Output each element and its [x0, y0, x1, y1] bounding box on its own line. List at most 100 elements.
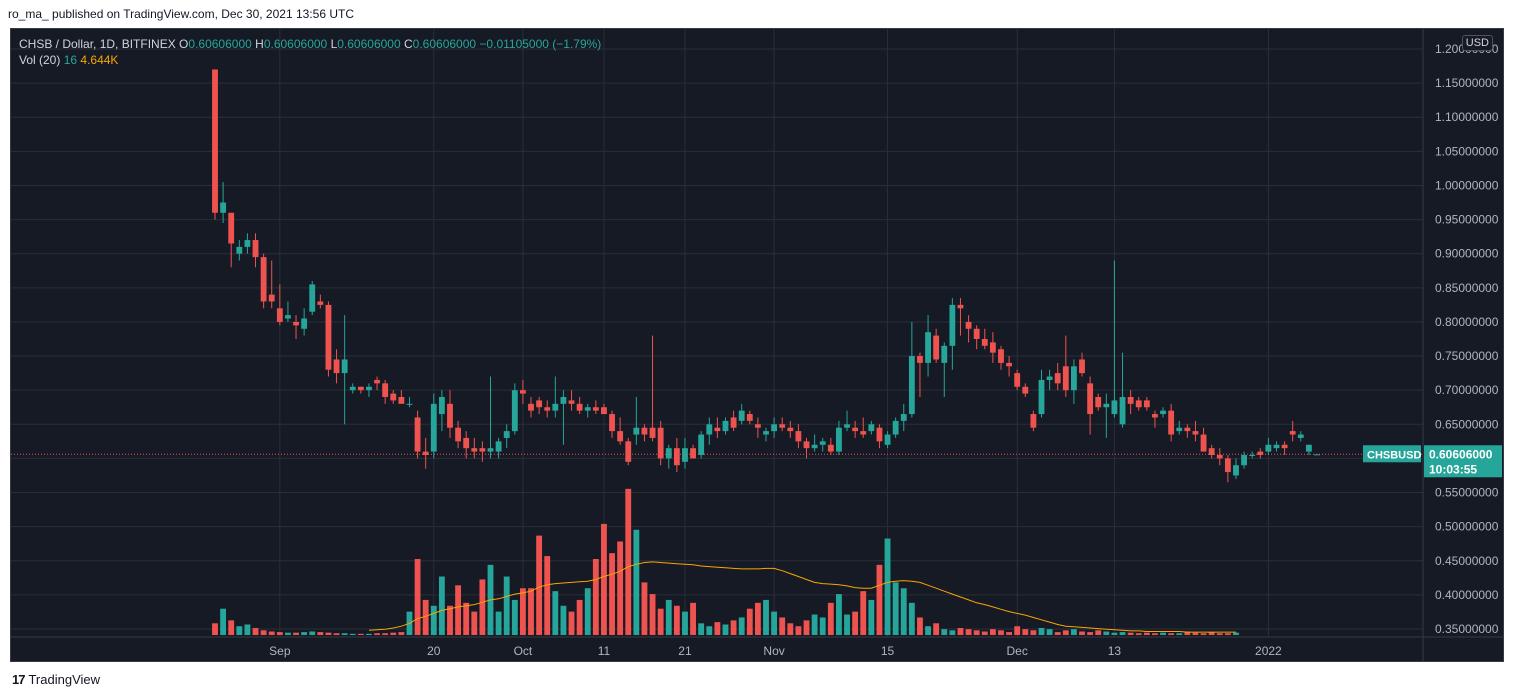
volume-bar [220, 608, 227, 635]
candle-body [455, 427, 462, 442]
candle-body [317, 301, 324, 305]
volume-bar [1006, 632, 1013, 635]
candle [1216, 448, 1223, 466]
candle-body [1281, 444, 1288, 449]
volume-bar [357, 633, 364, 635]
candle [1224, 455, 1231, 483]
ticker-tag-text: CHSBUSD [1367, 449, 1421, 461]
volume-bar [1127, 632, 1134, 635]
candle-body [560, 397, 567, 404]
candle [925, 315, 931, 377]
candle [771, 417, 778, 438]
publish-header: ro_ma_ published on TradingView.com, Dec… [8, 0, 354, 28]
candle [228, 212, 235, 268]
volume-bar [382, 633, 389, 635]
candlestick-chart[interactable]: 1.200000001.150000001.100000001.05000000… [11, 29, 1504, 662]
candle [1087, 376, 1094, 435]
candle [957, 298, 964, 336]
volume-bar [1022, 629, 1029, 635]
candle [601, 403, 607, 415]
volume-bar [609, 553, 615, 635]
candle-body [285, 315, 291, 319]
y-tick-label: 0.85000000 [1435, 281, 1499, 295]
candle [1176, 420, 1183, 435]
candle-body [487, 448, 494, 452]
candle [1111, 260, 1118, 418]
candle [293, 315, 299, 339]
candle-body [852, 427, 859, 432]
candle-body [1135, 400, 1142, 408]
candle [811, 434, 818, 452]
volume-bar [293, 632, 299, 635]
candle-body [357, 386, 364, 391]
candle [366, 383, 372, 397]
candle-body [463, 437, 470, 449]
candle [511, 383, 518, 435]
volume-bar [317, 632, 324, 635]
volume-bar [957, 627, 964, 635]
candle [584, 403, 591, 418]
candle [949, 298, 956, 370]
candle [690, 444, 696, 459]
candle [479, 441, 486, 462]
volume-bar [1103, 631, 1110, 635]
y-tick-label: 1.10000000 [1435, 110, 1499, 124]
volume-bar [795, 626, 802, 635]
candle [276, 284, 283, 326]
candle [1168, 403, 1175, 442]
candle-body [868, 424, 875, 432]
volume-label[interactable]: Vol (20) [19, 53, 61, 67]
candle-body [1208, 448, 1215, 455]
candle-body [374, 379, 380, 384]
y-tick-label: 0.70000000 [1435, 383, 1499, 397]
volume-bar [268, 631, 275, 635]
volume-bar [1070, 629, 1077, 635]
volume-bar [965, 629, 972, 635]
y-tick-label: 0.50000000 [1435, 520, 1499, 534]
y-tick-label: 0.35000000 [1435, 622, 1499, 636]
volume-bar [1192, 632, 1199, 635]
candle [236, 240, 243, 261]
volume-bar [625, 488, 632, 635]
close-label: C [404, 37, 413, 51]
candle-body [568, 400, 575, 404]
candle-body [1143, 400, 1150, 408]
candle [665, 444, 672, 469]
volume-bar [941, 629, 948, 635]
volume-bar [560, 605, 567, 635]
candle [730, 410, 737, 432]
candle [1079, 352, 1085, 377]
candle [933, 328, 940, 363]
candle-body [1168, 410, 1175, 435]
candle [560, 390, 567, 445]
candle [1265, 437, 1272, 455]
candle-body [844, 424, 850, 428]
volume-bar [422, 599, 429, 635]
symbol-title[interactable]: CHSB / Dollar, 1D, BITFINEX [19, 37, 176, 51]
volume-bar [949, 630, 956, 635]
candle-body [1046, 376, 1053, 380]
candle [430, 393, 437, 459]
candle [447, 390, 453, 438]
y-tick-label: 1.00000000 [1435, 178, 1499, 192]
candle-body [698, 434, 705, 455]
volume-ma-value: 4.644K [80, 53, 119, 67]
candle-body [892, 420, 899, 435]
volume-bar [511, 599, 518, 635]
y-tick-label: 1.15000000 [1435, 76, 1499, 90]
candle-body [1014, 373, 1021, 387]
volume-bar [989, 629, 996, 635]
candle [285, 301, 291, 322]
candle [641, 424, 648, 442]
chart-frame[interactable]: 1.200000001.150000001.100000001.05000000… [10, 28, 1504, 662]
candle-body [430, 403, 437, 452]
y-tick-label: 0.95000000 [1435, 213, 1499, 227]
volume-bar [1030, 630, 1037, 635]
currency-button[interactable]: USD [1461, 35, 1493, 51]
candle-body [1160, 410, 1166, 415]
candle [1054, 362, 1061, 391]
candle-body [981, 339, 988, 346]
candle-body [908, 356, 915, 415]
candle-body [511, 390, 518, 432]
candle-body [447, 403, 453, 428]
